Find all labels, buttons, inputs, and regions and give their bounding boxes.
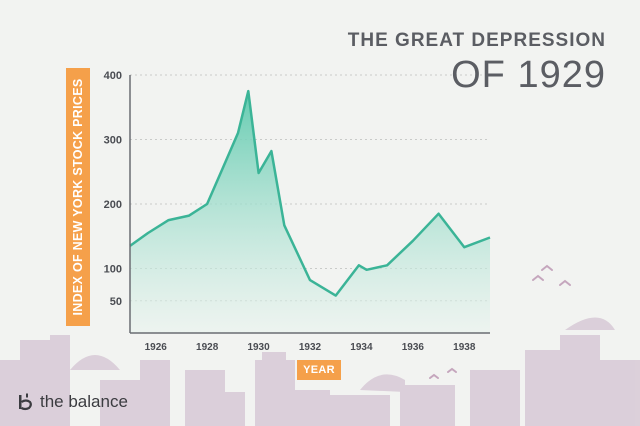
brand-name: the balance — [40, 392, 128, 411]
x-tick-labels: 1926 1928 1930 1932 1934 1936 1938 — [145, 342, 476, 353]
brand: the balance — [18, 392, 128, 412]
city-skyline-decoration — [0, 317, 640, 426]
x-axis-label: YEAR — [303, 364, 335, 376]
x-tick-label: 1934 — [350, 342, 373, 353]
y-axis-label: INDEX OF NEW YORK STOCK PRICES — [71, 78, 85, 316]
x-tick-label: 1936 — [402, 342, 425, 353]
balance-logo-icon — [18, 393, 34, 411]
y-tick-label: 100 — [104, 264, 122, 276]
x-axis-label-box — [297, 360, 341, 380]
y-tick-labels: 400 300 200 100 50 — [104, 70, 122, 308]
birds-decoration — [429, 264, 571, 379]
price-line — [129, 89, 491, 297]
y-tick-label: 50 — [110, 296, 122, 308]
x-tick-label: 1926 — [145, 342, 168, 353]
y-tick-label: 300 — [104, 135, 122, 147]
y-tick-label: 200 — [104, 199, 122, 211]
chart-title-line-2: OF 1929 — [451, 54, 606, 96]
chart-title-line-1: THE GREAT DEPRESSION — [347, 30, 606, 51]
x-tick-label: 1928 — [196, 342, 219, 353]
x-tick-label: 1938 — [453, 342, 476, 353]
y-axis-label-box — [66, 68, 90, 326]
x-tick-label: 1932 — [299, 342, 322, 353]
price-area — [130, 91, 490, 333]
y-tick-label: 400 — [104, 70, 122, 82]
x-tick-label: 1930 — [247, 342, 270, 353]
